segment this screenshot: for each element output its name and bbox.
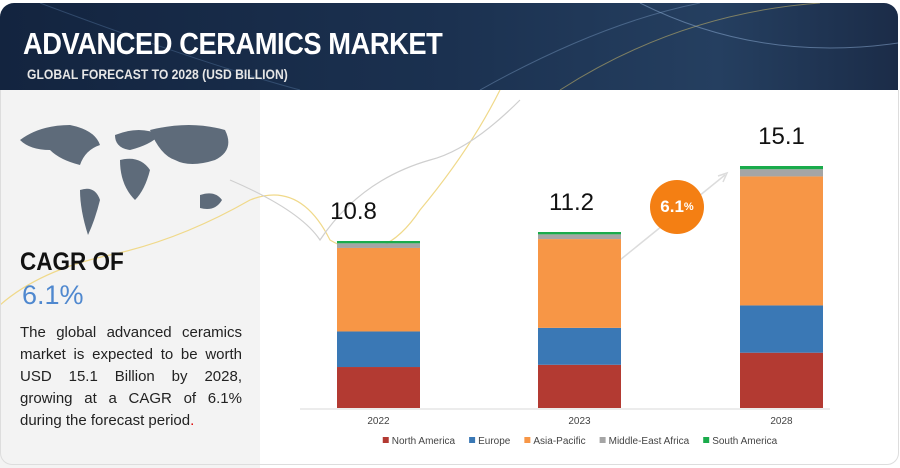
bar-segment-europe-2022 xyxy=(337,331,420,368)
page-title: ADVANCED CERAMICS MARKET xyxy=(23,26,443,61)
cagr-value: 6.1% xyxy=(22,280,84,310)
bar-total-label: 11.2 xyxy=(549,189,594,216)
cagr-badge: 6.1% xyxy=(650,180,704,234)
description-period: . xyxy=(190,412,195,429)
bar-segment-south-america-2028 xyxy=(740,166,823,170)
bar-segment-south-america-2023 xyxy=(538,232,621,235)
bar-segment-europe-2028 xyxy=(740,305,823,353)
decorative-curves xyxy=(0,90,729,306)
legend-swatch xyxy=(382,437,389,443)
bar-segment-asia-pacific-2022 xyxy=(337,247,420,332)
header-light-streaks xyxy=(39,3,898,90)
bar-segment-north-america-2023 xyxy=(538,364,621,408)
x-tick-label: 2028 xyxy=(770,416,793,427)
bar-total-label: 15.1 xyxy=(758,123,805,150)
bar-segment-middle-east-africa-2028 xyxy=(740,169,823,177)
world-map-icon xyxy=(20,125,229,235)
bar-segment-asia-pacific-2023 xyxy=(538,239,621,328)
legend-label: Middle-East Africa xyxy=(609,436,690,447)
legend-swatch xyxy=(469,437,476,443)
legend-swatch xyxy=(599,437,606,443)
bar-segment-asia-pacific-2028 xyxy=(740,176,823,306)
legend-label: South America xyxy=(712,436,777,447)
cagr-label: CAGR OF xyxy=(20,248,124,276)
legend-label: Asia-Pacific xyxy=(533,436,585,447)
bar-segment-south-america-2022 xyxy=(337,241,420,244)
x-tick-label: 2023 xyxy=(568,416,591,427)
bar-segment-north-america-2022 xyxy=(337,367,420,408)
header-banner: ADVANCED CERAMICS MARKET GLOBAL FORECAST… xyxy=(0,3,898,90)
legend-swatch xyxy=(524,437,531,443)
bar-segment-north-america-2028 xyxy=(740,352,823,408)
bar-total-label: 10.8 xyxy=(330,198,377,225)
summary-description: The global advanced ceramics market is e… xyxy=(20,322,242,432)
bar-segment-europe-2023 xyxy=(538,327,621,365)
legend-label: North America xyxy=(392,436,456,447)
cagr-badge-unit: % xyxy=(683,201,694,213)
cagr-badge-value: 6.1 xyxy=(660,197,684,216)
bar-segment-middle-east-africa-2022 xyxy=(337,243,420,248)
page-subtitle: GLOBAL FORECAST TO 2028 (USD BILLION) xyxy=(27,67,288,82)
description-text: The global advanced ceramics market is e… xyxy=(20,324,242,429)
x-tick-label: 2022 xyxy=(367,416,390,427)
legend-swatch xyxy=(703,437,710,443)
legend-label: Europe xyxy=(478,436,511,447)
bar-segment-middle-east-africa-2023 xyxy=(538,234,621,240)
